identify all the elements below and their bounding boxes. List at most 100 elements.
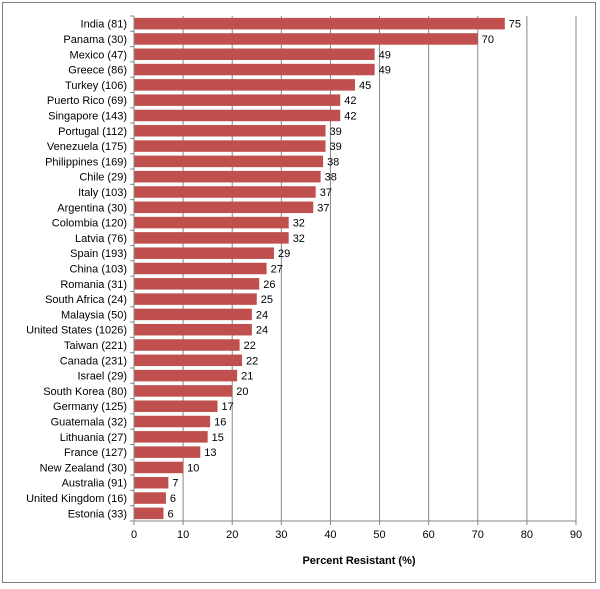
data-label: 6 bbox=[170, 493, 176, 505]
category-label: United Kingdom (16) bbox=[26, 493, 127, 505]
data-label: 22 bbox=[246, 355, 258, 367]
data-label: 20 bbox=[236, 386, 248, 398]
x-tick-label-0: 0 bbox=[131, 529, 137, 541]
data-label: 39 bbox=[330, 126, 342, 138]
bars bbox=[134, 17, 505, 520]
bar bbox=[134, 125, 326, 137]
data-label: 10 bbox=[187, 462, 199, 474]
data-label: 6 bbox=[167, 508, 173, 520]
category-label: Romania (31) bbox=[60, 279, 127, 291]
bar bbox=[134, 140, 326, 152]
data-label: 75 bbox=[509, 19, 521, 31]
category-label: France (127) bbox=[64, 447, 127, 459]
bar bbox=[134, 201, 314, 214]
x-tick-label-20: 20 bbox=[226, 529, 238, 541]
category-label: Philippines (169) bbox=[45, 156, 127, 168]
data-label: 25 bbox=[261, 294, 273, 306]
category-label: Germany (125) bbox=[53, 401, 127, 413]
bar bbox=[134, 247, 274, 259]
category-label: Mexico (47) bbox=[70, 49, 127, 61]
x-tick-label-50: 50 bbox=[373, 529, 385, 541]
data-label: 42 bbox=[344, 110, 356, 122]
category-label: Singapore (143) bbox=[48, 110, 127, 122]
data-label: 22 bbox=[244, 340, 256, 352]
bar bbox=[134, 109, 341, 122]
chart-frame: 0 10 20 30 40 50 60 70 80 90 India (81) 75 Panama (3… bbox=[2, 2, 596, 583]
bar bbox=[134, 63, 375, 76]
category-label: Italy (103) bbox=[78, 187, 127, 199]
bar-chart: 0 10 20 30 40 50 60 70 80 90 India (81) 75 Panama (3… bbox=[26, 15, 582, 567]
data-label: 37 bbox=[320, 187, 332, 199]
bar bbox=[134, 476, 169, 489]
data-label: 38 bbox=[327, 156, 339, 168]
category-label: Greece (86) bbox=[68, 65, 127, 77]
category-label: Latvia (76) bbox=[75, 233, 127, 245]
category-label: Lithuania (27) bbox=[60, 432, 127, 444]
category-label: Malaysia (50) bbox=[61, 309, 127, 321]
bar bbox=[134, 293, 257, 305]
data-label: 39 bbox=[330, 141, 342, 153]
data-label: 32 bbox=[293, 218, 305, 230]
data-label: 17 bbox=[221, 401, 233, 413]
category-label: Turkey (106) bbox=[65, 80, 127, 92]
data-label: 29 bbox=[278, 248, 290, 260]
bar bbox=[134, 492, 166, 504]
bar bbox=[134, 155, 324, 168]
x-tick-label-40: 40 bbox=[324, 529, 336, 541]
bar bbox=[134, 262, 267, 275]
data-label: 32 bbox=[293, 233, 305, 245]
x-tick-label-90: 90 bbox=[570, 529, 582, 541]
category-label: Australia (91) bbox=[62, 478, 127, 490]
x-axis-title: Percent Resistant (%) bbox=[302, 555, 415, 567]
category-label: Chile (29) bbox=[79, 172, 127, 184]
category-label: Panama (30) bbox=[63, 34, 127, 46]
data-label: 13 bbox=[204, 447, 216, 459]
data-label: 27 bbox=[271, 264, 283, 276]
category-label: Argentina (30) bbox=[57, 202, 127, 214]
category-label: Puerto Rico (69) bbox=[47, 95, 127, 107]
category-label: Portugal (112) bbox=[58, 126, 127, 138]
data-label: 49 bbox=[379, 49, 391, 61]
bar bbox=[134, 385, 233, 397]
bar bbox=[134, 79, 355, 91]
bar bbox=[134, 33, 478, 45]
bar bbox=[134, 216, 289, 229]
category-label: Spain (193) bbox=[70, 248, 127, 260]
bar bbox=[134, 232, 289, 244]
bar bbox=[134, 170, 321, 183]
category-label: Colombia (120) bbox=[52, 218, 127, 230]
x-tick-label-60: 60 bbox=[423, 529, 435, 541]
bar bbox=[134, 446, 201, 458]
x-tick-label-30: 30 bbox=[275, 529, 287, 541]
category-label: Israel (29) bbox=[77, 371, 127, 383]
category-label: Venezuela (175) bbox=[47, 141, 127, 153]
category-label: New Zealand (30) bbox=[40, 462, 127, 474]
data-label: 26 bbox=[263, 279, 275, 291]
bar bbox=[134, 186, 316, 198]
data-label: 15 bbox=[212, 432, 224, 444]
data-label: 38 bbox=[325, 172, 337, 184]
bar bbox=[134, 278, 260, 290]
data-label: 45 bbox=[359, 80, 371, 92]
bar bbox=[134, 308, 252, 321]
data-label: 7 bbox=[172, 478, 178, 490]
category-label: South Africa (24) bbox=[45, 294, 127, 306]
x-tick-label-80: 80 bbox=[521, 529, 533, 541]
bar bbox=[134, 415, 211, 428]
bar bbox=[134, 17, 505, 30]
axes: 0 10 20 30 40 50 60 70 80 90 India (81) 75 Panama (3… bbox=[26, 15, 582, 541]
data-label: 49 bbox=[379, 65, 391, 77]
bar bbox=[134, 354, 243, 367]
data-label: 70 bbox=[482, 34, 494, 46]
data-label: 42 bbox=[344, 95, 356, 107]
bar bbox=[134, 507, 164, 520]
data-label: 24 bbox=[256, 325, 268, 337]
data-label: 16 bbox=[214, 417, 226, 429]
category-label: India (81) bbox=[81, 19, 127, 31]
bar bbox=[134, 400, 218, 412]
bar bbox=[134, 48, 375, 61]
bar bbox=[134, 461, 184, 474]
category-label: Estonia (33) bbox=[68, 508, 127, 520]
x-tick-label-70: 70 bbox=[472, 529, 484, 541]
category-label: Canada (231) bbox=[60, 355, 127, 367]
